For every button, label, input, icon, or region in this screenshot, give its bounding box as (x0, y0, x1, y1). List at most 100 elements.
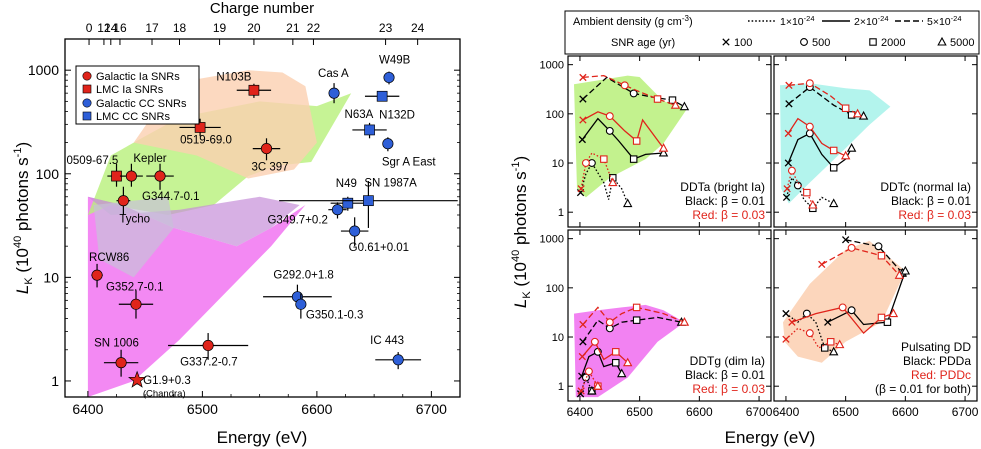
grid-ylabel-exp2: -1 (510, 162, 522, 172)
point-g0-61-0-01 (349, 225, 361, 237)
panel-age-marker-pdd-1-square (883, 318, 892, 326)
panel-text-ddtc-0: DDTc (normal Ia) (880, 180, 971, 194)
top-tick-label-23: 23 (379, 21, 393, 35)
panel-age-marker-pdd-5-triangle (834, 339, 845, 349)
panel-text-ddtg-1: Black: β = 0.01 (685, 368, 765, 382)
main-y-axis-label: LK (1040 photons s-1) (12, 142, 35, 294)
panel-age-marker-pdd-2-x-stroke-b (782, 309, 790, 318)
legend-label-lmc-ia: LMC Ia SNRs (96, 84, 164, 96)
panel-age-marker-ddtg-4-square (612, 348, 620, 356)
panel-age-marker-pdd-5-x (782, 335, 790, 343)
panel-age-marker-ddta-1-triangle (658, 147, 669, 157)
age-marker-5000 (937, 36, 947, 46)
panel-text-pdd-2: Red: PDDc (911, 368, 971, 382)
panel-age-marker-ddtg-3-x (579, 320, 587, 329)
density-label-base: 2×10 (854, 16, 878, 28)
label-ic-443: IC 443 (370, 335, 404, 347)
top-tick-label-21: 21 (286, 21, 300, 35)
panel-age-marker-ddtc-4-triangle (840, 150, 851, 160)
panel-age-marker-ddta-4-square (632, 137, 641, 145)
panel-age-marker-ddta-5-square (600, 155, 608, 163)
panel-ddtg: 1 10 100 1000 6400 6500 6600 6700 DDTg (dim Ia)B… (540, 229, 773, 419)
main-y-tick-label-1000: 1000 (28, 62, 59, 78)
panel-age-marker-ddtg-4-triangle (622, 357, 633, 367)
panel-age-marker-ddta-1-x (578, 135, 586, 144)
point-tycho (117, 195, 129, 207)
panel-age-marker-ddtg-0-square (632, 316, 641, 324)
age-marker-500 (800, 38, 808, 46)
panel-age-marker-ddta-5-triangle (608, 177, 618, 187)
label-g292-0-1-8: G292.0+1.8 (273, 270, 333, 282)
panel-age-marker-ddtg-3-circle (605, 318, 614, 327)
panel-age-marker-ddtg-5-x (577, 387, 585, 395)
panel-ytick-label-ddtg-100: 100 (546, 283, 564, 295)
point-sn-1987a (363, 195, 374, 207)
panel-text-pdd-0: Pulsating DD (901, 340, 971, 354)
panel-age-marker-pdd-2-x (782, 309, 790, 318)
panel-series-ddta-black-solid (581, 117, 664, 160)
main-x-tick-label-6600: 6600 (301, 401, 332, 417)
density-label-exp: -24 (878, 14, 889, 23)
label-n132d: N132D (379, 109, 415, 121)
model-grid: Ambient density (g cm-3) SNR age (yr) 1×… (510, 10, 980, 447)
density-label-base: 5×10 (927, 16, 951, 28)
panel-ytick-label-ddtg-1000: 1000 (540, 234, 564, 246)
panel-age-marker-ddtg-5-x-stroke-b (577, 387, 585, 395)
grid-ylabel-sub: K (521, 291, 533, 299)
panel-age-marker-ddta-1-circle (605, 126, 614, 135)
panel-age-marker-ddta-0-square (668, 96, 677, 104)
panel-ytick-label-ddta-1000: 1000 (540, 60, 564, 72)
point-cas-a (328, 87, 340, 99)
panel-series-ddtg-red-dotted (580, 369, 599, 392)
main-y-axis: 1 10 100 1000 (28, 38, 460, 389)
point-g352-7-0-1 (130, 298, 142, 310)
panel-series-pdd-red-dashed (821, 247, 900, 276)
panel-frame-ddta (567, 55, 772, 228)
age-label-500: 500 (812, 37, 830, 49)
point-g337-2-0-7 (202, 339, 214, 352)
panel-region-pdd (783, 240, 906, 363)
legend-label-lmc-cc: LMC CC SNRs (96, 111, 170, 123)
density-label-dashed: 5×10-24 (927, 14, 962, 28)
grid-y-axis-label: LK (1040 photons s-1) (510, 156, 533, 308)
panel-age-marker-ddta-3-x-stroke-b (579, 73, 587, 82)
panel-age-marker-pdd-4-x-stroke-b (788, 318, 796, 326)
label-g344-7-0-1: G344.7-0.1 (142, 191, 200, 203)
panel-series-ddtc-red-dashed (788, 82, 858, 115)
grid-ylabel-close: ) (511, 156, 530, 162)
point-n49 (342, 197, 354, 209)
panel-content-pdd (782, 236, 911, 363)
age-legend-title: SNR age (yr) (611, 37, 675, 49)
main-points: 0509-67.5 Kepler Tycho G344.7-0.1 0519-69.0 N… (67, 54, 458, 399)
panel-age-marker-pdd-3-circle (847, 243, 856, 252)
label-rcw86: RCW86 (89, 252, 129, 264)
panel-age-marker-pdd-4-triangle (888, 308, 899, 318)
legend-label-galactic-cc: Galactic CC SNRs (96, 98, 187, 110)
label-cas-a: Cas A (318, 68, 349, 80)
top-tick-label-14: 14 (104, 21, 118, 35)
top-tick-label-18: 18 (173, 21, 187, 35)
panel-age-marker-pdd-3-x (818, 260, 826, 269)
density-label-exp: -24 (804, 14, 815, 23)
main-x-axis: 6400 6500 6600 6700 (72, 391, 447, 417)
panel-age-marker-ddta-0-x-stroke-b (579, 95, 587, 103)
panel-age-marker-ddtg-1-square (612, 358, 620, 367)
main-x-tick-label-6400: 6400 (72, 401, 103, 417)
panel-age-marker-ddtc-3-x (785, 81, 793, 89)
panel-age-marker-ddta-0-triangle (679, 101, 690, 111)
panel-age-marker-ddtc-1-x-stroke-b (784, 159, 792, 167)
age-label-5000: 5000 (950, 37, 974, 49)
ylabel-exp2: -1 (12, 148, 24, 158)
panel-age-marker-ddta-2-triangle (622, 198, 633, 208)
panel-age-marker-ddta-4-circle (605, 112, 614, 121)
panel-age-marker-ddtg-5-triangle (593, 381, 603, 390)
ylabel-exp: 40 (12, 236, 24, 248)
point-g349-7-0-2 (331, 204, 344, 216)
panel-age-marker-ddtg-3-x-stroke-b (579, 320, 587, 329)
panel-age-marker-pdd-0-x-stroke-b (841, 236, 850, 244)
panel-age-marker-ddtc-5-circle (787, 166, 796, 175)
panel-age-marker-ddtc-2-x (782, 193, 791, 202)
